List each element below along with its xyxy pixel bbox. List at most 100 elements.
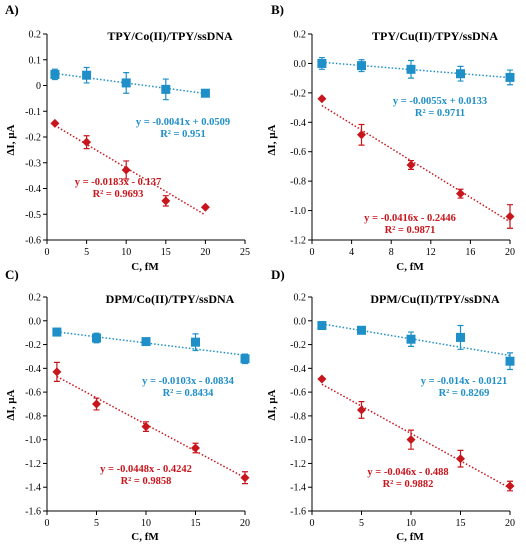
x-axis-label: C, fM bbox=[131, 531, 159, 543]
data-point bbox=[240, 354, 250, 364]
y-tick-label: -0.2 bbox=[25, 133, 41, 144]
y-tick-label: -1.0 bbox=[290, 206, 306, 217]
data-point bbox=[505, 356, 515, 366]
data-point bbox=[52, 367, 62, 377]
x-tick-label: 15 bbox=[456, 518, 466, 529]
data-point bbox=[505, 211, 515, 221]
trendline bbox=[56, 331, 246, 356]
y-axis-label: ΔI, µA bbox=[266, 124, 278, 155]
data-point bbox=[161, 196, 171, 206]
data-point bbox=[357, 405, 366, 415]
x-tick-label: 5 bbox=[94, 518, 99, 529]
trendline bbox=[321, 323, 511, 357]
data-point bbox=[357, 61, 366, 71]
x-tick-label: 5 bbox=[84, 247, 89, 258]
y-tick-label: 0.0 bbox=[294, 316, 307, 327]
y-tick-label: -0.5 bbox=[25, 210, 41, 221]
y-tick-label: -0.6 bbox=[290, 147, 306, 158]
data-point bbox=[505, 481, 515, 491]
y-tick-label: -1.0 bbox=[25, 435, 41, 446]
y-tick-label: -1.6 bbox=[25, 507, 41, 518]
y-tick-label: -0.2 bbox=[290, 88, 306, 99]
data-point bbox=[121, 78, 131, 88]
data-point bbox=[200, 88, 210, 98]
data-point bbox=[317, 321, 327, 331]
panel-label: A) bbox=[5, 2, 19, 17]
y-tick-label: -0.8 bbox=[290, 177, 306, 188]
data-point bbox=[92, 399, 101, 409]
panel-label: C) bbox=[5, 267, 19, 282]
fit-equation: y = -0.046x - 0.488 bbox=[367, 467, 448, 478]
data-point bbox=[50, 118, 60, 128]
data-point bbox=[357, 130, 366, 140]
x-axis-label: C, fM bbox=[131, 261, 159, 273]
data-point bbox=[50, 69, 60, 79]
r-squared: R² = 0.8269 bbox=[439, 388, 490, 399]
chart-title: DPM/Co(II)/TPY/ssDNA bbox=[106, 292, 235, 306]
x-tick-label: 20 bbox=[200, 247, 210, 258]
y-tick-label: 0.2 bbox=[29, 30, 42, 41]
data-point bbox=[406, 64, 416, 74]
chart-title: TPY/Co(II)/TPY/ssDNA bbox=[107, 29, 233, 43]
chart-panel-2: 0.2 0.0 -0.2 -0.4 -0.6 -0.8 -1.0 -1.2 0 4 8 12 16 20 B… bbox=[266, 2, 515, 273]
y-tick-label: -1.2 bbox=[290, 236, 306, 247]
trendline bbox=[321, 383, 511, 489]
y-tick-label: -0.2 bbox=[290, 340, 306, 351]
x-tick-label: 25 bbox=[240, 247, 250, 258]
data-point bbox=[406, 334, 416, 344]
y-tick-label: -1.2 bbox=[290, 459, 306, 470]
fit-equation: y = -0.0416x - 0.2446 bbox=[364, 213, 456, 224]
x-axis-label: C, fM bbox=[396, 531, 424, 543]
y-tick-label: -1.4 bbox=[25, 483, 41, 494]
x-tick-label: 16 bbox=[465, 247, 475, 258]
y-axis-label: ΔI, µA bbox=[266, 389, 278, 420]
data-point bbox=[317, 94, 327, 104]
x-tick-label: 10 bbox=[406, 518, 416, 529]
x-tick-label: 0 bbox=[45, 518, 50, 529]
y-tick-label: 0.1 bbox=[29, 55, 42, 66]
trendline bbox=[54, 72, 206, 95]
y-tick-label: -1.6 bbox=[290, 507, 306, 518]
y-tick-label: 0.2 bbox=[29, 293, 42, 304]
x-tick-label: 0 bbox=[45, 247, 50, 258]
x-tick-label: 20 bbox=[505, 247, 515, 258]
data-point bbox=[456, 189, 465, 199]
trendline bbox=[56, 375, 246, 479]
fit-equation: y = -0.0041x + 0.0509 bbox=[136, 117, 230, 128]
y-tick-label: -1.4 bbox=[290, 483, 306, 494]
data-point bbox=[317, 58, 327, 68]
fit-equation: y = -0.0448x - 0.4242 bbox=[100, 464, 192, 475]
data-point bbox=[406, 435, 416, 445]
data-point bbox=[52, 327, 62, 337]
data-point bbox=[92, 333, 101, 343]
x-tick-label: 12 bbox=[426, 247, 436, 258]
y-tick-label: 0 bbox=[36, 81, 41, 92]
y-tick-label: -0.6 bbox=[25, 388, 41, 399]
data-point bbox=[141, 337, 151, 347]
data-point bbox=[121, 165, 131, 175]
x-tick-label: 4 bbox=[349, 247, 354, 258]
y-tick-label: -0.4 bbox=[290, 118, 306, 129]
chart-title: DPM/Cu(II)/TPY/ssDNA bbox=[370, 292, 500, 306]
x-tick-label: 10 bbox=[141, 518, 151, 529]
y-tick-label: 0.0 bbox=[294, 59, 307, 70]
y-tick-label: -0.6 bbox=[290, 388, 306, 399]
data-point bbox=[317, 374, 327, 384]
x-tick-label: 15 bbox=[191, 518, 201, 529]
y-tick-label: -1.2 bbox=[25, 459, 41, 470]
r-squared: R² = 0.9711 bbox=[415, 108, 465, 119]
x-tick-label: 8 bbox=[389, 247, 394, 258]
chart-panel-3: 0.2 0.0 -0.2 -0.4 -0.6 -0.8 -1.0 -1.2 -1.4 -1.6 0 5… bbox=[5, 267, 250, 543]
x-tick-label: 15 bbox=[161, 247, 171, 258]
y-tick-label: 0.2 bbox=[294, 30, 307, 41]
x-tick-label: 0 bbox=[310, 247, 315, 258]
r-squared: R² = 0.8434 bbox=[163, 388, 215, 399]
